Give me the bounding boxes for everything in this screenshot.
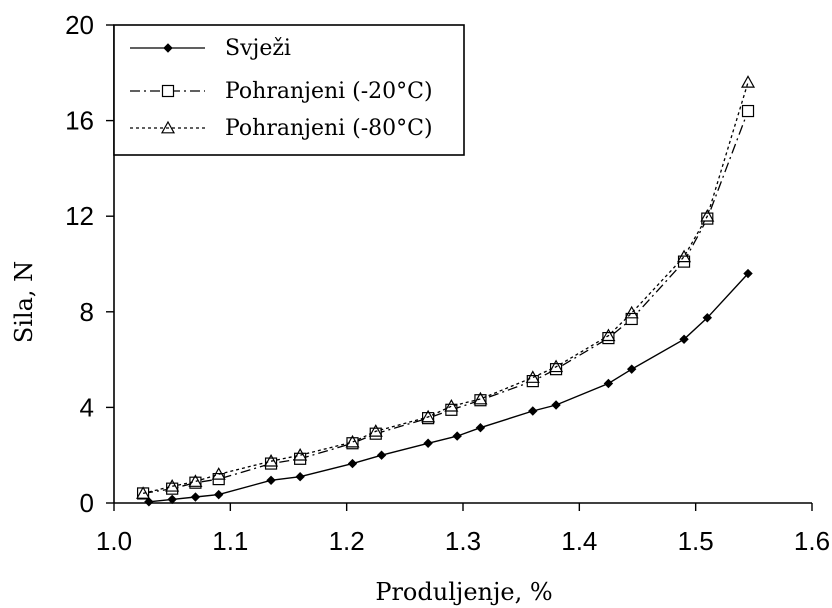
data-point [423, 438, 433, 448]
data-point [528, 406, 538, 416]
data-point [679, 334, 689, 344]
legend: Svježi Pohranjeni (-20°C) Pohranjeni (-80°… [113, 24, 465, 156]
data-point [741, 104, 755, 118]
data-point [368, 424, 383, 437]
x-tick-label: 1.2 [329, 526, 365, 556]
data-point [345, 434, 360, 448]
data-point [264, 453, 279, 467]
data-point [452, 431, 462, 441]
data-point [376, 450, 387, 460]
data-point [740, 75, 756, 88]
x-tick-label: 1.1 [212, 526, 248, 556]
data-point [701, 212, 714, 225]
data-point [624, 305, 639, 319]
x-tick-label: 1.5 [678, 526, 714, 556]
y-axis-title: Sila, N [10, 261, 38, 343]
data-point [213, 489, 224, 500]
series-2 [136, 104, 755, 500]
data-point [743, 268, 753, 279]
series-3 [136, 75, 756, 499]
legend-label: Pohranjeni (-80°C) [225, 116, 433, 141]
y-tick-label: 8 [80, 297, 94, 327]
x-axis-title: Produljenje, % [375, 578, 552, 606]
y-tick-label: 0 [80, 488, 94, 518]
legend-label: Svježi [225, 36, 291, 61]
data-point [144, 497, 154, 507]
data-point [190, 492, 201, 502]
legend-marker [163, 43, 173, 53]
series-layer [136, 75, 756, 507]
data-point [444, 398, 459, 412]
data-point [551, 400, 561, 410]
y-tick-label: 4 [80, 392, 94, 422]
data-point [549, 359, 564, 373]
series-1 [144, 268, 753, 507]
x-tick-label: 1.4 [561, 526, 597, 556]
data-point [474, 394, 487, 407]
data-point [293, 447, 308, 461]
data-point [421, 409, 436, 423]
y-tick-label: 20 [65, 10, 94, 40]
data-point [167, 494, 177, 505]
data-point [264, 457, 278, 470]
data-point [475, 423, 486, 433]
data-point [603, 378, 614, 389]
data-point [347, 458, 358, 469]
data-point [211, 467, 226, 480]
y-tick-label: 16 [65, 106, 94, 136]
data-point [700, 208, 715, 222]
data-point [677, 249, 692, 263]
x-tick-label: 1.6 [794, 526, 830, 556]
data-point [525, 370, 540, 383]
data-point [702, 313, 713, 323]
data-point [188, 474, 203, 487]
data-point [165, 479, 180, 492]
legend-marker [161, 84, 175, 98]
x-tick-label: 1.0 [96, 526, 132, 556]
data-point [626, 364, 637, 374]
data-point [601, 328, 616, 342]
legend-label: Pohranjeni (-20°C) [225, 79, 433, 104]
data-point [136, 486, 151, 499]
data-point [166, 482, 179, 495]
axes: 1.0 1.1 1.2 1.3 1.4 1.5 1.6 0 4 8 12 16 20 [65, 10, 830, 556]
series-line [148, 273, 749, 503]
legend-marker [160, 120, 176, 134]
data-point [602, 331, 615, 345]
data-point [473, 391, 488, 405]
data-point [266, 475, 276, 486]
series-line [142, 110, 749, 495]
data-point [295, 472, 305, 482]
y-tick-label: 12 [65, 201, 94, 231]
x-tick-label: 1.3 [445, 526, 481, 556]
